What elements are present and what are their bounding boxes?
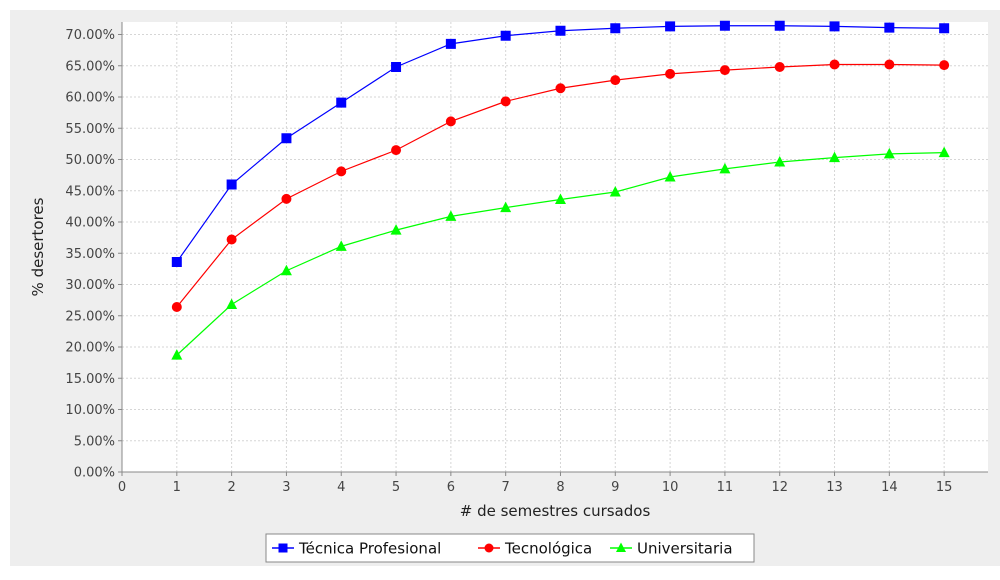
- data-point: [610, 75, 621, 86]
- x-tick-label: 8: [556, 480, 564, 495]
- y-tick-label: 0.00%: [74, 466, 115, 481]
- x-tick-label: 14: [881, 480, 898, 495]
- y-ticks: 0.00% 5.00% 10.00% 15.00% 20.00% 25.00% 30.00%…: [65, 28, 122, 481]
- data-point: [555, 25, 566, 36]
- data-point: [171, 257, 182, 267]
- y-axis-title: % desertores: [29, 197, 47, 296]
- data-point: [610, 23, 621, 34]
- series: [171, 20, 950, 360]
- data-point: [829, 59, 840, 70]
- data-point: [719, 65, 730, 76]
- series-2: [171, 146, 950, 360]
- x-tick-label: 6: [447, 480, 455, 495]
- data-point: [774, 62, 785, 72]
- legend-items: Técnica Profesional Tecnológica Universita…: [272, 540, 733, 558]
- data-point: [665, 68, 676, 79]
- series-1: [171, 59, 950, 312]
- x-tick-label: 15: [936, 480, 953, 495]
- data-point: [774, 20, 785, 31]
- data-point: [391, 62, 402, 72]
- legend-item-1: Tecnológica: [478, 540, 592, 558]
- x-tick-label: 0: [118, 480, 126, 495]
- y-tick-label: 5.00%: [74, 434, 115, 449]
- x-tick-label: 7: [502, 480, 510, 495]
- data-point: [445, 38, 456, 49]
- data-point: [555, 83, 566, 94]
- series-0: [171, 20, 950, 267]
- legend-box: [265, 533, 755, 563]
- data-point: [500, 30, 511, 41]
- data-point: [335, 240, 347, 251]
- legend-swatch-marker: [484, 543, 494, 553]
- data-point: [884, 59, 895, 70]
- x-tick-label: 1: [173, 480, 181, 495]
- data-point: [445, 210, 457, 221]
- x-tick-label: 3: [282, 480, 290, 495]
- data-point: [280, 264, 292, 276]
- legend-label: Tecnológica: [504, 540, 592, 558]
- y-tick-label: 70.00%: [65, 28, 115, 43]
- y-tick-label: 45.00%: [65, 184, 115, 199]
- y-tick-label: 65.00%: [65, 59, 115, 74]
- legend-item-2: Universitaria: [610, 540, 733, 558]
- data-point: [609, 186, 621, 197]
- data-point: [171, 349, 183, 360]
- data-point: [829, 21, 840, 32]
- x-tick-label: 5: [392, 480, 400, 495]
- x-tick-label: 13: [826, 480, 843, 495]
- data-point: [883, 147, 895, 159]
- data-point: [938, 146, 950, 158]
- x-ticks: 0 1 2 3 4 5 6 7 8 9 10 11 12 13 14 15: [118, 472, 953, 495]
- x-tick-label: 12: [771, 480, 788, 495]
- data-point: [445, 116, 456, 127]
- data-point: [500, 201, 512, 213]
- grid: [122, 22, 988, 472]
- y-tick-label: 55.00%: [65, 122, 115, 137]
- y-tick-label: 50.00%: [65, 153, 115, 168]
- legend-swatch-marker: [278, 543, 288, 553]
- data-point: [664, 171, 676, 182]
- legend-swatch-marker: [616, 542, 626, 552]
- data-point: [171, 302, 182, 312]
- legend: Técnica Profesional Tecnológica Universita…: [265, 533, 755, 563]
- data-point: [391, 145, 402, 156]
- x-tick-label: 4: [337, 480, 345, 495]
- x-axis-title: # de semestres cursados: [460, 502, 651, 520]
- legend-item-0: Técnica Profesional: [272, 540, 441, 558]
- x-tick-label: 9: [611, 480, 619, 495]
- data-point: [719, 20, 730, 31]
- data-point: [336, 97, 347, 108]
- data-point: [939, 60, 950, 71]
- y-tick-label: 25.00%: [65, 309, 115, 324]
- data-point: [884, 22, 895, 33]
- y-tick-label: 30.00%: [65, 278, 115, 293]
- y-tick-label: 10.00%: [65, 403, 115, 418]
- data-point: [829, 151, 841, 163]
- y-tick-label: 15.00%: [65, 372, 115, 387]
- data-point: [226, 179, 237, 190]
- data-point: [226, 298, 238, 309]
- legend-label: Universitaria: [637, 540, 733, 558]
- data-point: [390, 224, 402, 235]
- data-point: [719, 162, 731, 174]
- data-point: [226, 234, 237, 245]
- data-point: [500, 96, 511, 107]
- y-tick-label: 60.00%: [65, 91, 115, 106]
- data-point: [336, 166, 347, 177]
- data-point: [939, 23, 950, 34]
- y-tick-label: 40.00%: [65, 216, 115, 231]
- x-tick-label: 10: [662, 480, 679, 495]
- data-point: [281, 193, 292, 204]
- x-tick-label: 11: [717, 480, 734, 495]
- legend-label: Técnica Profesional: [298, 540, 441, 558]
- y-tick-label: 35.00%: [65, 247, 115, 262]
- data-point: [665, 21, 676, 32]
- data-point: [281, 133, 292, 144]
- y-tick-label: 20.00%: [65, 341, 115, 356]
- data-point: [554, 193, 566, 204]
- x-tick-label: 2: [227, 480, 235, 495]
- data-point: [774, 156, 786, 167]
